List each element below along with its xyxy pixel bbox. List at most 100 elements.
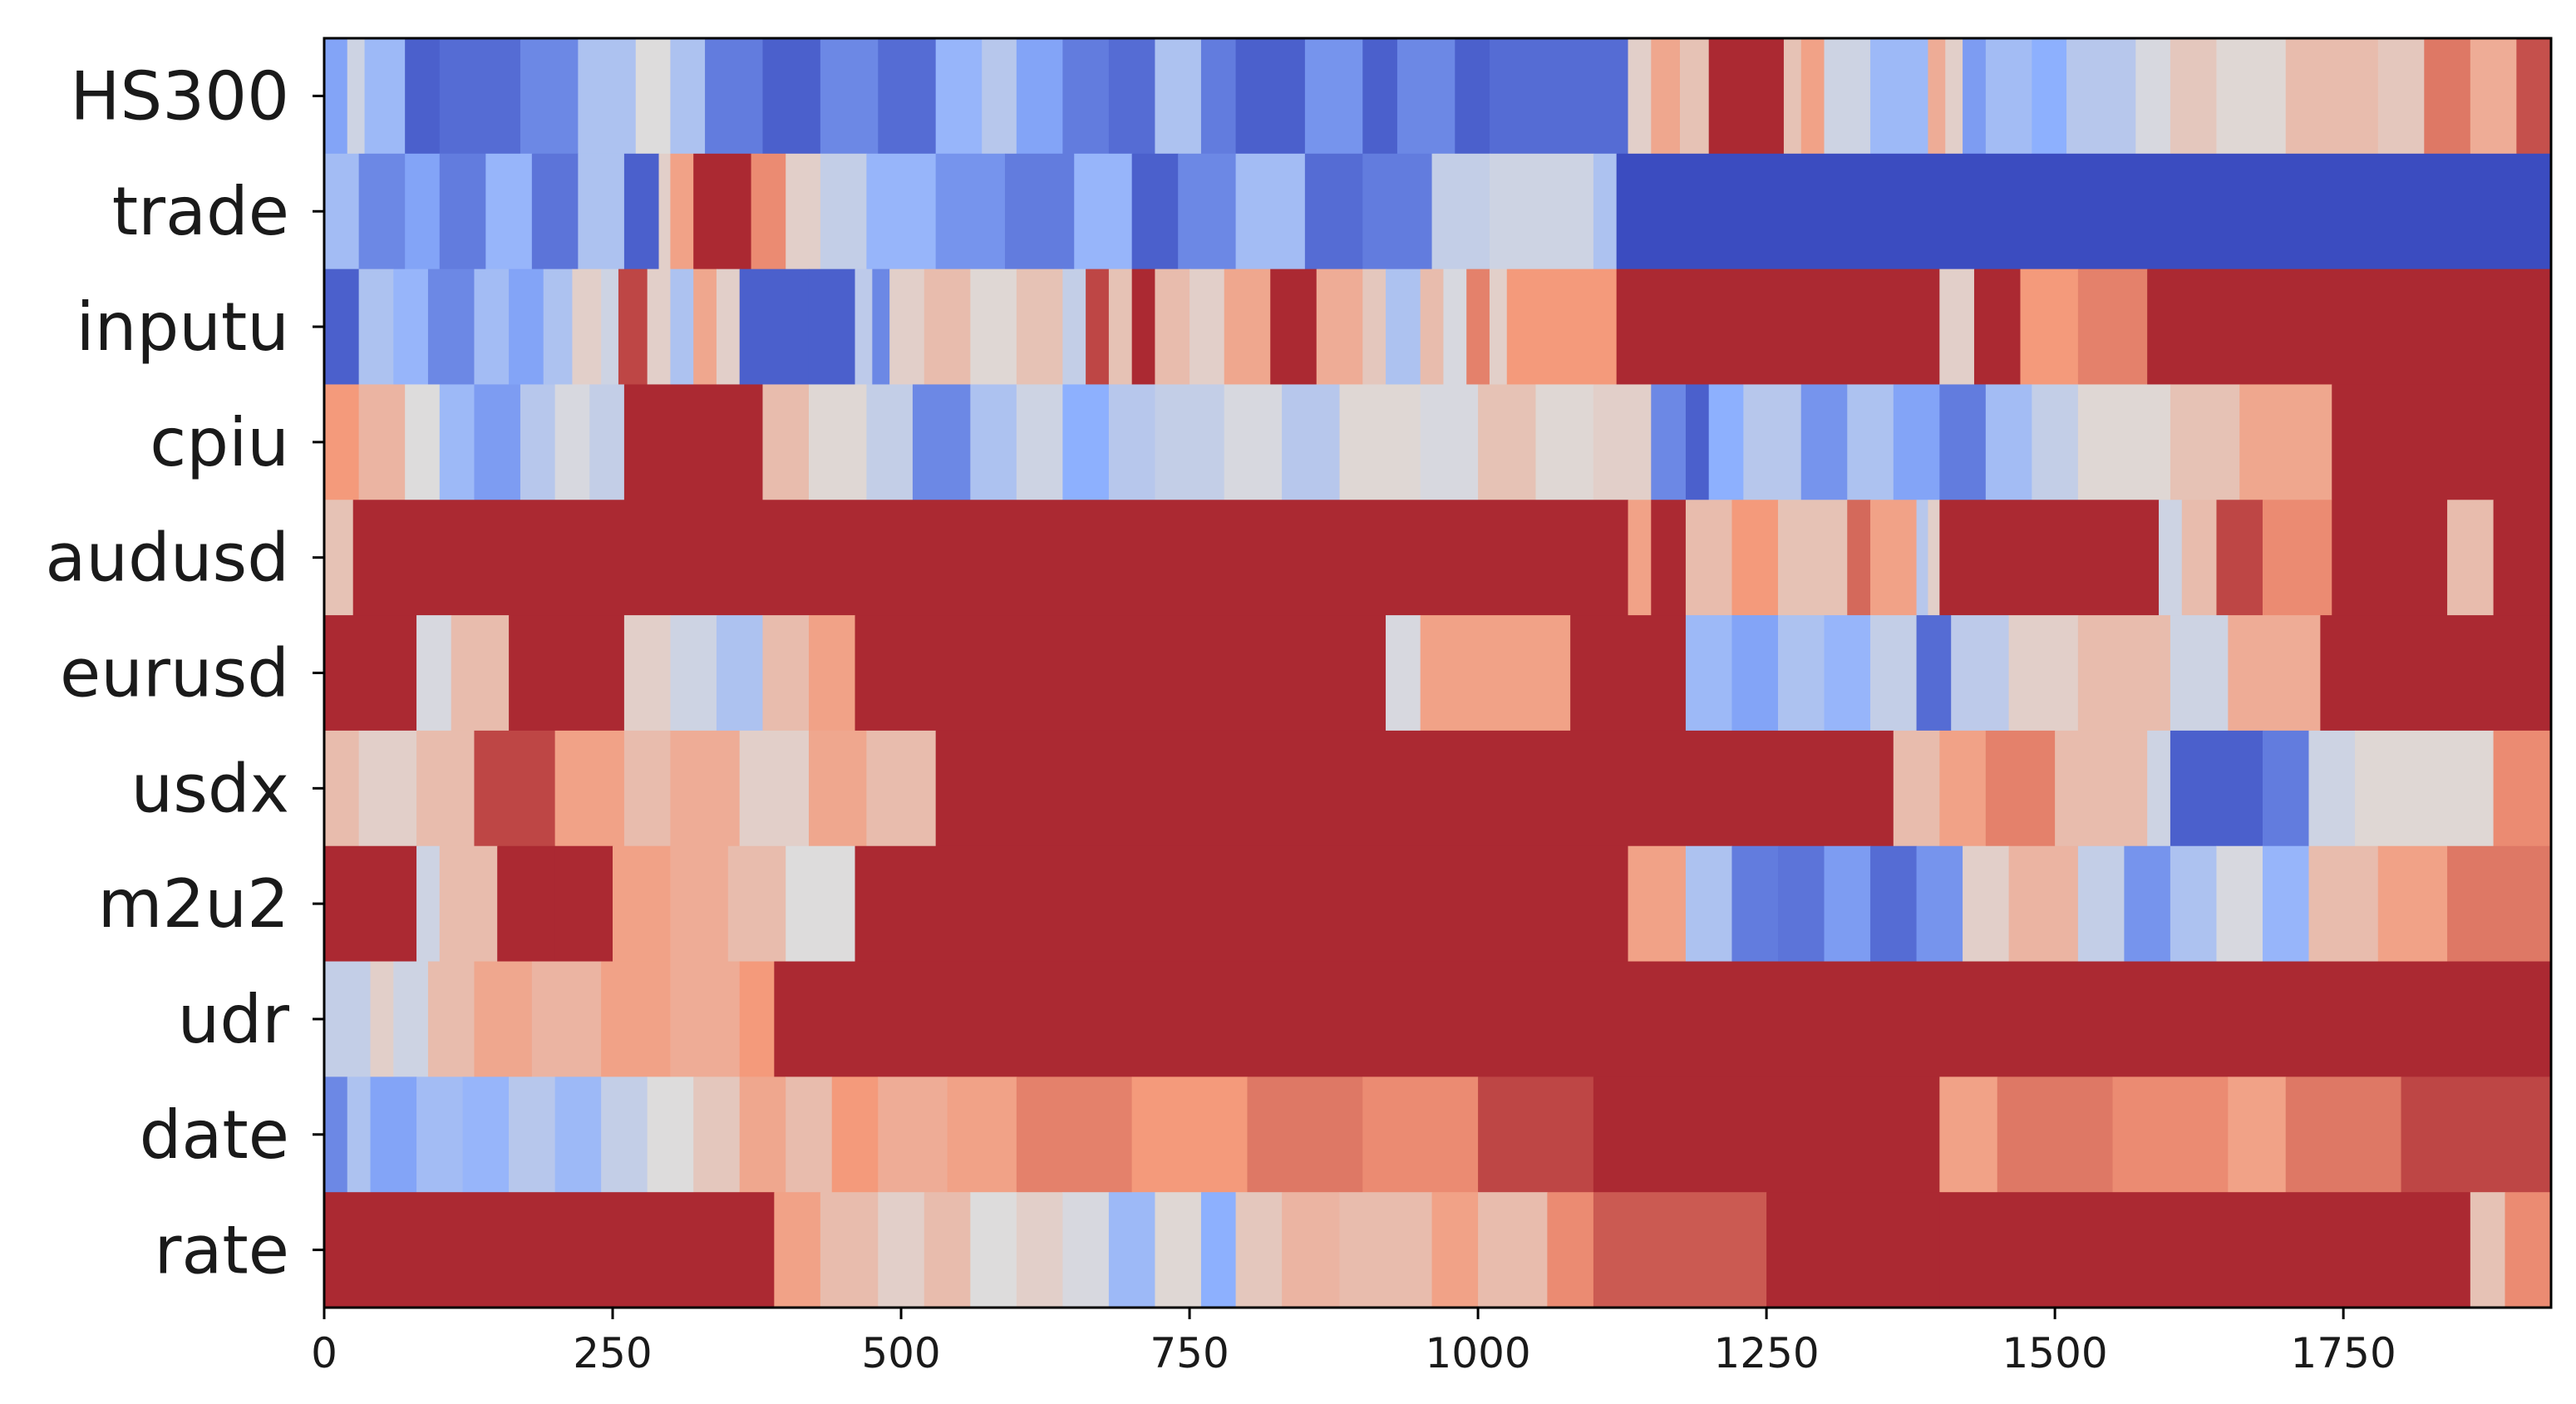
heatmap-cell bbox=[1651, 500, 1687, 616]
heatmap-row-cpiu bbox=[324, 384, 2552, 500]
heatmap-cell bbox=[1847, 500, 1871, 616]
heatmap-cell bbox=[2308, 730, 2356, 847]
heatmap-cell bbox=[2355, 730, 2495, 847]
heatmap-cell bbox=[2332, 384, 2552, 500]
x-tick-label-750: 750 bbox=[1150, 1329, 1229, 1377]
heatmap-cell bbox=[1200, 1192, 1237, 1308]
heatmap-cell bbox=[1362, 268, 1387, 386]
heatmap-cell bbox=[1985, 730, 2056, 847]
heatmap-cell bbox=[439, 38, 521, 155]
heatmap-cell bbox=[924, 1192, 971, 1308]
heatmap-cell bbox=[2308, 845, 2379, 963]
heatmap-cell bbox=[716, 268, 741, 386]
heatmap-cell bbox=[935, 730, 1894, 847]
heatmap-cell bbox=[324, 845, 417, 963]
heatmap-cell bbox=[2377, 38, 2425, 155]
heatmap-cell bbox=[405, 384, 441, 500]
heatmap-cell bbox=[1108, 268, 1133, 386]
heatmap-cell bbox=[866, 730, 937, 847]
heatmap-cell bbox=[1916, 500, 1929, 616]
heatmap-cell bbox=[2077, 268, 2148, 386]
heatmap-cell bbox=[1316, 268, 1363, 386]
heatmap-cell bbox=[889, 268, 925, 386]
heatmap-cell bbox=[1235, 38, 1306, 155]
heatmap-cell bbox=[1386, 268, 1421, 386]
heatmap-cell bbox=[485, 153, 533, 270]
heatmap-cell bbox=[1489, 268, 1508, 386]
heatmap-cell bbox=[358, 153, 406, 270]
heatmap-cell bbox=[2228, 615, 2321, 732]
heatmap-cell bbox=[578, 153, 625, 270]
heatmap-cell bbox=[2170, 615, 2229, 732]
x-tick-label-0: 0 bbox=[311, 1329, 337, 1377]
heatmap-cell bbox=[1939, 730, 1987, 847]
heatmap-cell bbox=[1916, 845, 1963, 963]
heatmap-cell bbox=[2470, 38, 2517, 155]
heatmap-cell bbox=[1945, 38, 1963, 155]
heatmap-cell bbox=[1973, 268, 2022, 386]
heatmap-cell bbox=[1270, 268, 1318, 386]
heatmap-cell bbox=[1985, 384, 2032, 500]
heatmap-cell bbox=[474, 961, 533, 1077]
heatmap-cell bbox=[578, 38, 637, 155]
heatmap-cell bbox=[2147, 268, 2552, 386]
heatmap-cell bbox=[2285, 1076, 2402, 1193]
heatmap-cell bbox=[1628, 38, 1652, 155]
heatmap-cell bbox=[2066, 38, 2136, 155]
heatmap-cell bbox=[554, 845, 613, 963]
heatmap-cell bbox=[416, 615, 452, 732]
heatmap-cell bbox=[855, 268, 873, 386]
heatmap-cell bbox=[1535, 384, 1594, 500]
heatmap-cell bbox=[866, 384, 914, 500]
y-tick-label-eurusd: eurusd bbox=[60, 635, 289, 712]
x-tick-label-500: 500 bbox=[861, 1329, 940, 1377]
heatmap-cell bbox=[370, 1076, 417, 1193]
y-tick-label-date: date bbox=[140, 1096, 289, 1174]
heatmap-cell bbox=[1766, 1192, 1940, 1308]
heatmap-cell bbox=[324, 730, 360, 847]
heatmap-cell bbox=[808, 615, 856, 732]
heatmap-cell bbox=[1777, 615, 1825, 732]
heatmap-row-trade bbox=[324, 153, 2552, 270]
heatmap-cell bbox=[1478, 384, 1537, 500]
heatmap-cell bbox=[2216, 845, 2263, 963]
heatmap-cell bbox=[786, 845, 856, 963]
heatmap-cell bbox=[352, 500, 1629, 616]
y-tick-label-udr: udr bbox=[178, 981, 289, 1058]
heatmap-cell bbox=[1939, 268, 1975, 386]
heatmap-cell bbox=[1939, 1192, 2471, 1308]
heatmap-cell bbox=[1362, 38, 1398, 155]
heatmap-cell bbox=[1016, 1076, 1133, 1193]
heatmap-cell bbox=[2077, 384, 2171, 500]
heatmap-cell bbox=[543, 268, 574, 386]
heatmap-row-rate bbox=[324, 1192, 2552, 1308]
heatmap-cell bbox=[2159, 500, 2183, 616]
heatmap-cell bbox=[670, 615, 717, 732]
heatmap-cell bbox=[2170, 38, 2218, 155]
heatmap-cell bbox=[1685, 845, 1733, 963]
heatmap-cell bbox=[693, 153, 752, 270]
heatmap-cell bbox=[1777, 845, 1825, 963]
heatmap-cell bbox=[1651, 38, 1681, 155]
heatmap-cell bbox=[658, 153, 672, 270]
heatmap-cell bbox=[1731, 500, 1779, 616]
heatmap-cell bbox=[554, 1076, 602, 1193]
heatmap-cell bbox=[1651, 384, 1687, 500]
heatmap-cell bbox=[1062, 38, 1110, 155]
heatmap-cell bbox=[635, 38, 672, 155]
heatmap-cell bbox=[2493, 730, 2552, 847]
heatmap-cell bbox=[2216, 500, 2263, 616]
heatmap-cell bbox=[1685, 615, 1733, 732]
heatmap-cell bbox=[1824, 845, 1871, 963]
heatmap-cell bbox=[1731, 615, 1779, 732]
heatmap-cell bbox=[1339, 384, 1421, 500]
heatmap-cell bbox=[324, 500, 354, 616]
heatmap-cell bbox=[912, 384, 971, 500]
heatmap-cell bbox=[1870, 615, 1918, 732]
heatmap-cell bbox=[474, 268, 510, 386]
heatmap-cell bbox=[1131, 268, 1156, 386]
heatmap-cell bbox=[935, 153, 1006, 270]
heatmap-row-udr bbox=[324, 961, 2552, 1077]
heatmap-cell bbox=[613, 845, 672, 963]
heatmap-cell bbox=[1108, 384, 1156, 500]
